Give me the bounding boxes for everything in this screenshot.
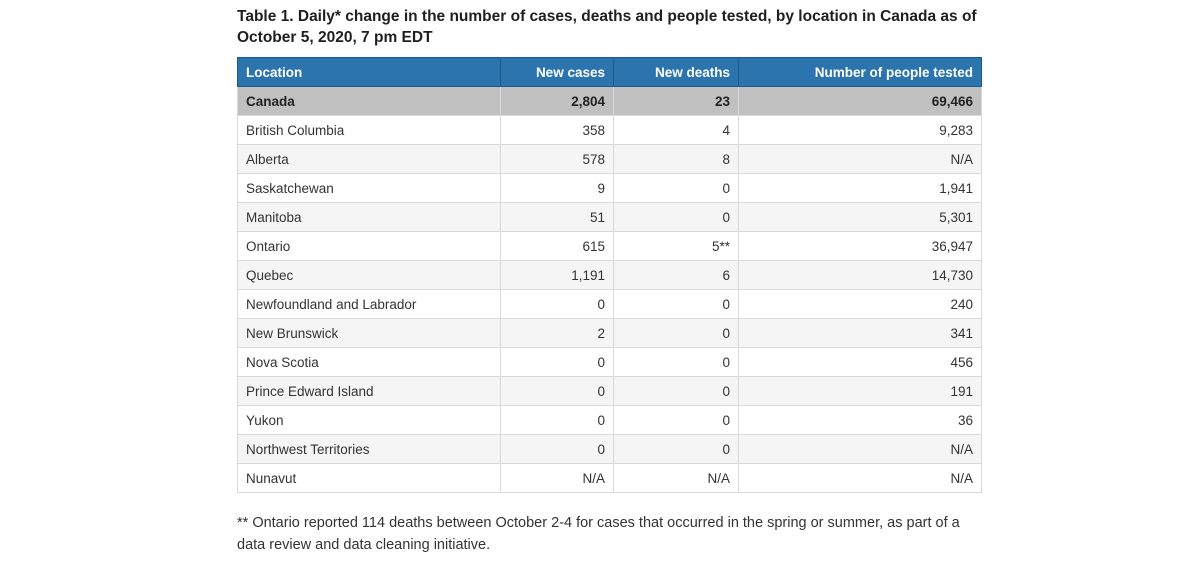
- location-cell: Yukon: [237, 405, 501, 435]
- location-cell: Quebec: [237, 260, 501, 290]
- new-deaths-cell: 0: [613, 318, 739, 348]
- new-cases-cell: 615: [500, 231, 614, 261]
- people-tested-cell: 36,947: [738, 231, 982, 261]
- people-tested-cell: N/A: [738, 463, 982, 493]
- people-tested-cell: 456: [738, 347, 982, 377]
- new-deaths-cell: 5**: [613, 231, 739, 261]
- new-cases-cell: 2,804: [500, 86, 614, 116]
- article-content: Table 1. Daily* change in the number of …: [237, 6, 982, 571]
- new-deaths-cell: 0: [613, 376, 739, 406]
- table-row: Newfoundland and Labrador 0 0 240: [237, 289, 982, 319]
- column-header-people-tested: Number of people tested: [738, 57, 982, 87]
- new-cases-cell: 1,191: [500, 260, 614, 290]
- new-deaths-cell: 0: [613, 347, 739, 377]
- people-tested-cell: 1,941: [738, 173, 982, 203]
- location-cell: Alberta: [237, 144, 501, 174]
- people-tested-cell: 191: [738, 376, 982, 406]
- new-deaths-cell: 0: [613, 173, 739, 203]
- new-cases-cell: 9: [500, 173, 614, 203]
- people-tested-cell: 9,283: [738, 115, 982, 145]
- table-row: Ontario 615 5** 36,947: [237, 231, 982, 261]
- table-header: Location New cases New deaths Number of …: [237, 57, 982, 87]
- new-deaths-cell: 23: [613, 86, 739, 116]
- new-cases-cell: 0: [500, 289, 614, 319]
- table-row: Manitoba 51 0 5,301: [237, 202, 982, 232]
- column-header-new-deaths: New deaths: [613, 57, 739, 87]
- ontario-deaths-footnote: ** Ontario reported 114 deaths between O…: [237, 515, 960, 553]
- table-title: Table 1. Daily* change in the number of …: [237, 8, 977, 46]
- new-deaths-cell: 8: [613, 144, 739, 174]
- people-tested-cell: 14,730: [738, 260, 982, 290]
- new-cases-cell: 578: [500, 144, 614, 174]
- table-row-canada: Canada 2,804 23 69,466: [237, 86, 982, 116]
- people-tested-cell: 69,466: [738, 86, 982, 116]
- new-deaths-cell: 0: [613, 289, 739, 319]
- location-cell: Nunavut: [237, 463, 501, 493]
- table-row: Nova Scotia 0 0 456: [237, 347, 982, 377]
- people-tested-cell: N/A: [738, 434, 982, 464]
- location-cell: New Brunswick: [237, 318, 501, 348]
- new-deaths-cell: 0: [613, 202, 739, 232]
- location-cell: Saskatchewan: [237, 173, 501, 203]
- new-cases-cell: N/A: [500, 463, 614, 493]
- location-cell: Nova Scotia: [237, 347, 501, 377]
- new-deaths-cell: 0: [613, 405, 739, 435]
- table-row: British Columbia 358 4 9,283: [237, 115, 982, 145]
- location-cell: Newfoundland and Labrador: [237, 289, 501, 319]
- new-cases-cell: 0: [500, 434, 614, 464]
- table-row: Prince Edward Island 0 0 191: [237, 376, 982, 406]
- header-row: Location New cases New deaths Number of …: [237, 57, 982, 87]
- table-row: Alberta 578 8 N/A: [237, 144, 982, 174]
- table-body: Canada 2,804 23 69,466 British Columbia …: [237, 86, 982, 493]
- table-row: Nunavut N/A N/A N/A: [237, 463, 982, 493]
- table-row: New Brunswick 2 0 341: [237, 318, 982, 348]
- table-row: Saskatchewan 9 0 1,941: [237, 173, 982, 203]
- new-cases-cell: 51: [500, 202, 614, 232]
- location-cell: Northwest Territories: [237, 434, 501, 464]
- location-cell: Canada: [237, 86, 501, 116]
- location-cell: Manitoba: [237, 202, 501, 232]
- new-cases-cell: 0: [500, 405, 614, 435]
- table-row: Yukon 0 0 36: [237, 405, 982, 435]
- new-cases-cell: 0: [500, 347, 614, 377]
- location-cell: Prince Edward Island: [237, 376, 501, 406]
- people-tested-cell: 341: [738, 318, 982, 348]
- new-deaths-cell: 6: [613, 260, 739, 290]
- people-tested-cell: 36: [738, 405, 982, 435]
- people-tested-cell: 240: [738, 289, 982, 319]
- new-deaths-cell: N/A: [613, 463, 739, 493]
- location-cell: Ontario: [237, 231, 501, 261]
- table-row: Northwest Territories 0 0 N/A: [237, 434, 982, 464]
- column-header-location: Location: [237, 57, 501, 87]
- new-cases-cell: 0: [500, 376, 614, 406]
- people-tested-cell: N/A: [738, 144, 982, 174]
- new-cases-cell: 2: [500, 318, 614, 348]
- new-deaths-cell: 4: [613, 115, 739, 145]
- column-header-new-cases: New cases: [500, 57, 614, 87]
- new-deaths-cell: 0: [613, 434, 739, 464]
- people-tested-cell: 5,301: [738, 202, 982, 232]
- location-cell: British Columbia: [237, 115, 501, 145]
- new-cases-cell: 358: [500, 115, 614, 145]
- covid-daily-change-table: Location New cases New deaths Number of …: [237, 57, 982, 493]
- table-row: Quebec 1,191 6 14,730: [237, 260, 982, 290]
